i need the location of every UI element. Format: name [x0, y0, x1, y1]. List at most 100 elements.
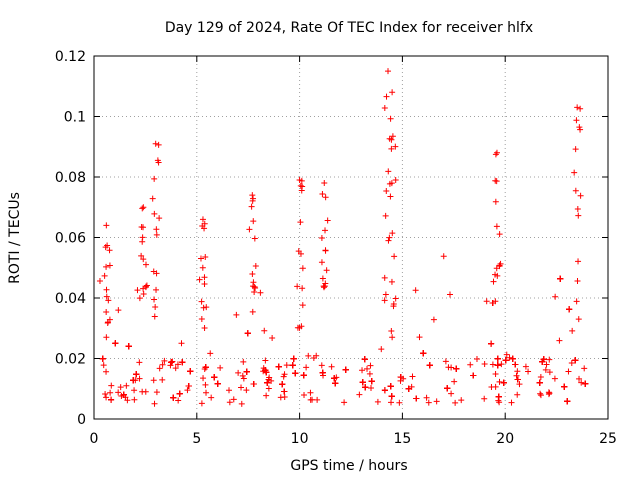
data-point	[575, 316, 582, 323]
data-point	[201, 225, 208, 232]
data-point	[473, 356, 480, 363]
data-point	[202, 381, 209, 388]
data-point	[573, 298, 580, 305]
data-point	[140, 256, 147, 263]
data-point	[201, 324, 208, 331]
data-point	[159, 376, 166, 383]
y-tick-label: 0.06	[55, 231, 86, 247]
data-point	[364, 365, 371, 372]
data-point	[167, 362, 174, 369]
data-point	[451, 378, 458, 385]
data-point	[153, 286, 160, 293]
data-point	[187, 368, 194, 375]
data-point	[492, 298, 499, 305]
data-point	[361, 356, 368, 363]
data-point	[294, 283, 301, 290]
data-point	[298, 323, 305, 330]
data-point	[569, 327, 576, 334]
data-point	[151, 175, 158, 182]
data-point	[537, 392, 544, 399]
data-point	[362, 384, 369, 391]
data-point	[389, 230, 396, 237]
y-axis: 0 0.02 0.04 0.06 0.08 0.1 0.12	[55, 49, 608, 428]
data-point	[319, 190, 326, 197]
data-point	[153, 389, 160, 396]
data-point	[281, 388, 288, 395]
data-point	[332, 380, 339, 387]
data-point	[387, 383, 394, 390]
data-point	[152, 304, 159, 311]
data-point	[481, 395, 488, 402]
data-point	[172, 365, 179, 372]
data-point	[161, 357, 168, 364]
data-point	[299, 302, 306, 309]
data-point	[442, 358, 449, 365]
data-point	[101, 272, 108, 279]
data-point	[512, 361, 519, 368]
data-point	[244, 330, 251, 337]
x-tick-label: 0	[90, 431, 99, 447]
data-point	[575, 212, 582, 219]
data-point	[566, 306, 573, 313]
data-point	[117, 384, 124, 391]
data-point	[551, 375, 558, 382]
data-point	[197, 255, 204, 262]
data-point	[198, 298, 205, 305]
data-point	[153, 270, 160, 277]
data-point	[200, 304, 207, 311]
data-point	[140, 204, 147, 211]
data-point	[572, 187, 579, 194]
data-point	[392, 176, 399, 183]
data-point	[488, 383, 495, 390]
data-point	[131, 396, 138, 403]
data-point	[514, 368, 521, 375]
data-point	[383, 93, 390, 100]
x-axis: 0 5 10 15 20 25	[90, 56, 617, 447]
data-point	[131, 387, 138, 394]
data-point	[103, 293, 110, 300]
data-point	[426, 362, 433, 369]
data-point	[492, 371, 499, 378]
data-point	[536, 379, 543, 386]
data-point	[537, 390, 544, 397]
data-point	[322, 247, 329, 254]
data-point	[103, 263, 110, 270]
data-point	[130, 377, 137, 384]
data-point	[539, 358, 546, 365]
data-point	[387, 193, 394, 200]
data-point	[408, 383, 415, 390]
data-point	[420, 350, 427, 357]
data-point	[389, 133, 396, 140]
data-point	[313, 352, 320, 359]
data-point	[202, 364, 209, 371]
data-point	[153, 226, 160, 233]
data-point	[249, 197, 256, 204]
data-point	[445, 364, 452, 371]
data-point	[133, 371, 140, 378]
data-point	[142, 261, 149, 268]
data-point	[543, 361, 550, 368]
data-point	[500, 379, 507, 386]
data-point	[564, 398, 571, 405]
data-point	[490, 278, 497, 285]
data-point	[492, 198, 499, 205]
data-point	[392, 143, 399, 150]
data-point	[498, 361, 505, 368]
data-point	[577, 105, 584, 112]
data-point	[104, 320, 111, 327]
data-point	[331, 375, 338, 382]
data-point	[359, 367, 366, 374]
data-point	[513, 372, 520, 379]
data-point	[381, 297, 388, 304]
data-point	[179, 359, 186, 366]
data-point	[307, 396, 314, 403]
data-point	[542, 366, 549, 373]
data-point	[136, 375, 143, 382]
data-point	[138, 223, 145, 230]
data-point	[198, 400, 205, 407]
data-point	[297, 182, 304, 189]
data-point	[322, 194, 329, 201]
data-point	[576, 375, 583, 382]
data-point	[433, 398, 440, 405]
data-point	[211, 374, 218, 381]
